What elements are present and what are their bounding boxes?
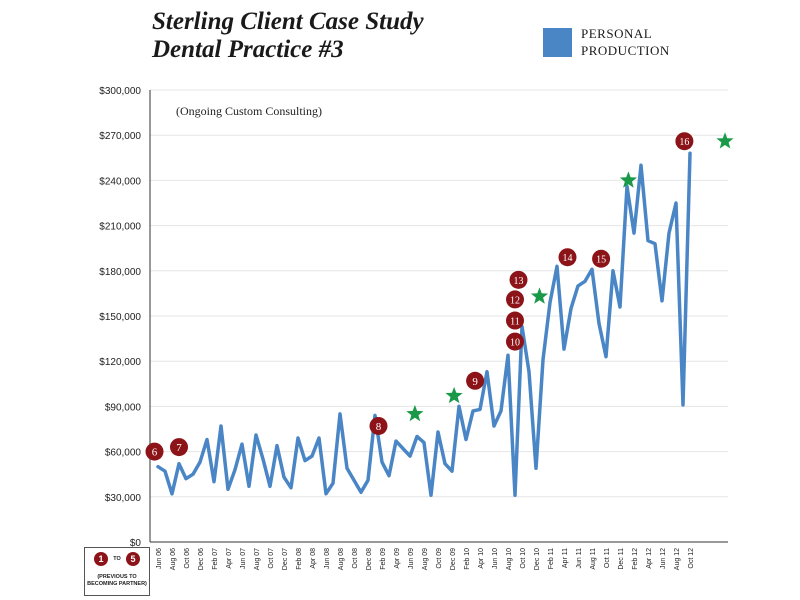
- note-caption-line1: (PREVIOUS TO: [97, 574, 137, 580]
- x-tick-label: Apr 12: [646, 548, 653, 569]
- milestone-star: [530, 287, 549, 304]
- legend-label: PERSONAL PRODUCTION: [581, 26, 670, 58]
- x-tick-label: Feb 08: [296, 548, 303, 570]
- x-tick-label: Dec 06: [198, 548, 205, 570]
- x-tick-label: Oct 06: [184, 548, 191, 569]
- y-tick-label: $270,000: [99, 131, 141, 142]
- milestone-badge-label: 11: [510, 317, 520, 328]
- x-tick-label: Aug 12: [674, 548, 681, 570]
- y-tick-label: $150,000: [99, 312, 141, 323]
- x-tick-label: Apr 09: [394, 548, 401, 569]
- milestone-star: [716, 132, 734, 149]
- x-tick-label: Feb 09: [380, 548, 387, 570]
- note-caption-line2: BECOMING PARTNER): [87, 581, 147, 587]
- milestone-badge: [369, 416, 388, 435]
- x-tick-label: Jun 11: [576, 548, 583, 569]
- y-tick-label: $180,000: [99, 267, 141, 278]
- x-tick-label: Jun 10: [492, 548, 499, 569]
- chart-title-line1: Sterling Client Case Study: [152, 8, 424, 35]
- y-tick-label: $0: [130, 538, 142, 549]
- x-tick-label: Dec 10: [534, 548, 541, 570]
- x-tick-label: Apr 11: [562, 548, 569, 568]
- milestone-badge: [506, 290, 524, 309]
- milestone-star: [406, 404, 424, 422]
- y-tick-label: $90,000: [105, 402, 142, 413]
- milestone-badge: [170, 438, 188, 457]
- x-tick-label: Apr 08: [310, 548, 317, 569]
- x-tick-label: Oct 11: [604, 548, 611, 568]
- milestone-badge: [145, 442, 164, 461]
- milestone-badge: [509, 270, 528, 289]
- x-tick-label: Oct 10: [520, 548, 527, 569]
- x-tick-label: Jun 06: [156, 548, 163, 569]
- milestone-badge-label: 12: [510, 295, 520, 306]
- series-line-personal-production: [156, 151, 692, 498]
- milestone-star: [619, 171, 637, 188]
- x-tick-label: Feb 12: [632, 548, 639, 570]
- x-tick-label: Jun 12: [660, 548, 667, 569]
- x-tick-label: Jun 09: [408, 548, 415, 569]
- x-tick-label: Feb 07: [212, 548, 219, 570]
- y-tick-label: $300,000: [99, 86, 141, 97]
- annotation-text: (Ongoing Custom Consulting): [176, 104, 322, 118]
- x-tick-label: Oct 12: [688, 548, 695, 569]
- x-tick-label: Apr 10: [478, 548, 485, 569]
- x-tick-label: Oct 07: [268, 548, 275, 569]
- milestone-badge-label: 7: [176, 442, 182, 454]
- milestone-badge-label: 13: [514, 276, 524, 287]
- x-tick-label: Aug 11: [590, 548, 597, 570]
- x-tick-label: Aug 08: [338, 548, 345, 570]
- y-tick-label: $30,000: [105, 493, 142, 504]
- milestone-badge: [558, 248, 577, 267]
- x-tick-label: Oct 09: [436, 548, 443, 569]
- x-tick-label: Oct 08: [352, 548, 359, 569]
- milestone-badge-label: 9: [472, 376, 478, 388]
- x-tick-label: Aug 06: [170, 548, 177, 570]
- legend-swatch: [543, 28, 572, 57]
- note-to-word: TO: [113, 556, 121, 562]
- x-tick-label: Aug 10: [506, 548, 513, 570]
- y-axis-labels: $0 $30,000 $60,000 $90,000 $120,000 $150,000 $…: [99, 86, 141, 549]
- x-tick-label: Dec 09: [450, 548, 457, 570]
- milestone-star: [445, 386, 463, 404]
- x-tick-label: Aug 09: [422, 548, 429, 570]
- x-tick-label: Feb 11: [548, 548, 555, 569]
- milestone-badge: [506, 311, 524, 330]
- y-tick-label: $60,000: [105, 448, 142, 459]
- milestone-badge-label: 10: [510, 338, 520, 349]
- x-tick-label: Dec 08: [366, 548, 373, 570]
- x-tick-label: Jun 07: [240, 548, 247, 569]
- y-tick-label: $210,000: [99, 222, 141, 233]
- milestone-badge-label: 6: [152, 447, 158, 459]
- milestone-badge-label: 16: [679, 137, 689, 148]
- x-axis-labels: Jun 06 Aug 06 Oct 06 Dec 06 Feb 07 Apr 07 Jun …: [156, 548, 695, 570]
- previous-milestones-note: 1 TO 5 (PREVIOUS TO BECOMING PARTNER): [84, 547, 150, 596]
- x-tick-label: Dec 11: [618, 548, 625, 570]
- x-tick-label: Jun 08: [324, 548, 331, 569]
- milestone-badge-label: 8: [376, 421, 382, 433]
- milestone-badge-label: 15: [596, 255, 606, 266]
- y-tick-label: $240,000: [99, 176, 141, 187]
- milestone-badge-label: 14: [563, 253, 573, 264]
- milestone-badge: [466, 371, 485, 390]
- milestone-stars: [406, 132, 734, 422]
- note-badge-from: 1: [94, 552, 108, 566]
- milestone-badge: [506, 332, 524, 351]
- milestone-badge: [675, 132, 694, 151]
- milestone-badge: [592, 249, 611, 268]
- x-tick-label: Aug 07: [254, 548, 261, 570]
- x-tick-label: Feb 10: [464, 548, 471, 570]
- x-tick-label: Dec 07: [282, 548, 289, 570]
- chart-title-line2: Dental Practice #3: [152, 36, 344, 63]
- x-tick-label: Apr 07: [226, 548, 233, 569]
- y-tick-label: $120,000: [99, 357, 141, 368]
- milestone-badges: 6 7 8 9 10 11 12 13 14 15 16: [145, 132, 694, 461]
- note-badge-to: 5: [126, 552, 140, 566]
